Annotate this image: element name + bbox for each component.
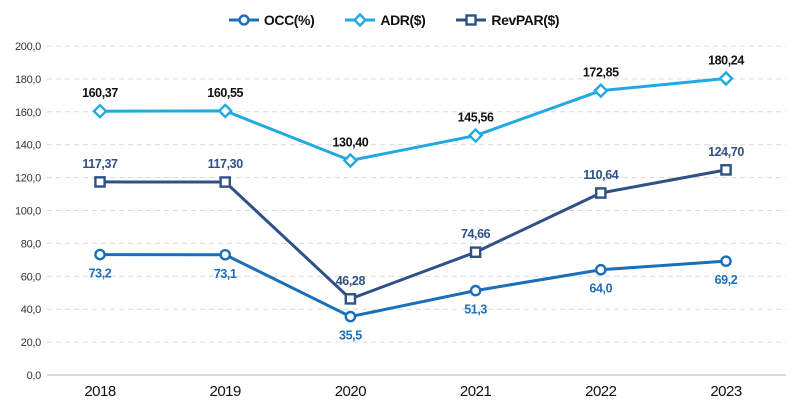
y-tick-label: 140,0 [15,140,41,152]
data-label: 64,0 [589,282,612,296]
legend-circle-marker [238,14,250,26]
data-point-square [344,293,357,305]
data-point-circle [469,284,482,297]
data-point-circle [720,255,732,267]
y-tick-label: 200,0 [15,41,41,53]
data-label: 73,1 [214,267,237,281]
data-point-circle [94,248,106,261]
data-label: 124,70 [708,145,744,159]
y-tick-label: 120,0 [15,173,41,185]
data-label: 110,64 [583,168,619,182]
y-tick-label: 180,0 [15,74,41,86]
legend-item-revpar: RevPAR($) [455,12,560,28]
series-adr-line [99,77,727,163]
series-revpar-line [99,168,727,301]
legend-item-adr: ADR($) [344,12,426,28]
data-point-diamond [467,127,484,144]
x-tick-label: 2021 [460,383,492,400]
x-tick-label: 2022 [585,383,617,400]
series-revpar: 117,37 117,30 46,28 74,66 110,64 124,70 [82,145,745,305]
chart-legend: OCC(%) ADR($) RevPAR($) [0,8,787,32]
y-tick-label: 100,0 [15,206,41,218]
data-point-square [720,164,732,176]
data-label: 180,24 [708,54,744,68]
data-point-square [219,176,232,188]
data-label: 172,85 [583,66,619,80]
data-label: 46,28 [336,274,366,288]
data-point-diamond [342,152,359,169]
data-point-circle [344,310,357,323]
data-label: 117,30 [208,157,244,171]
legend-circle-icon [228,14,259,26]
data-label: 130,40 [332,135,368,149]
y-axis-ticks: 0,0 20,0 40,0 60,0 80,0 100,0 120,0 140,0 160,0 1… [15,41,42,382]
data-label: 160,37 [82,86,118,100]
data-label: 160,55 [207,86,243,100]
legend-square-icon [456,14,487,26]
data-label: 74,66 [461,227,491,241]
y-tick-label: 0,0 [27,370,42,382]
x-tick-label: 2018 [84,383,116,400]
y-tick-label: 80,0 [21,238,41,250]
y-tick-label: 60,0 [21,271,41,283]
y-tick-label: 20,0 [21,337,41,349]
x-axis-ticks: 2018 2019 2020 2021 2022 2023 [84,383,742,400]
data-label: 69,2 [715,273,738,287]
x-tick-label: 2023 [710,383,742,400]
data-label: 117,37 [82,157,118,171]
data-point-circle [595,263,607,276]
data-point-diamond [217,103,233,119]
data-label: 51,3 [464,303,487,317]
data-point-diamond [718,70,734,87]
legend-diamond-marker [353,13,368,27]
data-label: 73,2 [89,267,112,281]
series-adr: 160,37 160,55 130,40 145,56 172,85 180,24 [82,54,745,169]
legend-label: RevPAR($) [491,12,560,28]
data-label: 145,56 [458,111,494,125]
legend-square-marker [465,14,478,26]
y-tick-label: 160,0 [15,107,41,119]
x-tick-label: 2019 [210,383,242,400]
data-label: 35,5 [339,329,362,343]
series-occ-line [99,253,727,319]
data-point-square [469,246,482,258]
series-occ: 73,2 73,1 35,5 51,3 64,0 69,2 [89,248,738,343]
data-point-square [595,187,607,199]
legend-item-occ: OCC(%) [228,12,315,28]
data-point-square [94,176,106,188]
legend-label: ADR($) [380,12,426,28]
data-point-diamond [593,82,609,99]
data-point-diamond [92,103,108,119]
y-tick-label: 40,0 [21,304,41,316]
legend-diamond-icon [345,13,376,27]
x-tick-label: 2020 [335,383,367,400]
data-point-circle [219,248,231,261]
legend-label: OCC(%) [263,12,315,28]
gridlines [47,45,786,376]
